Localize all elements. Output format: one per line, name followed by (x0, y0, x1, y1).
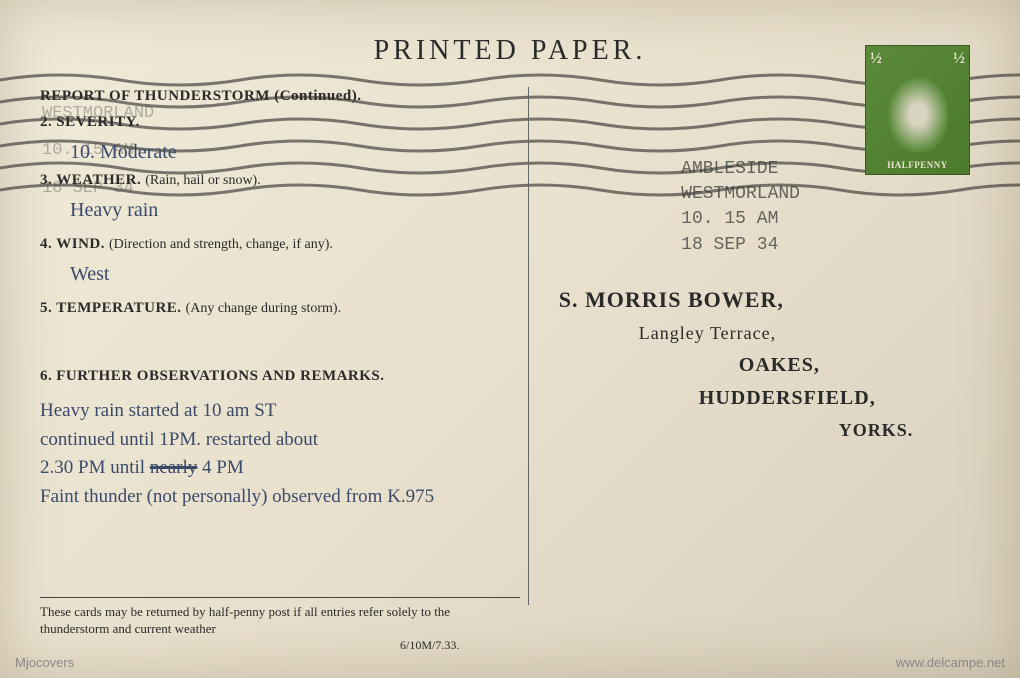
strikethrough-word: nearly (150, 457, 197, 478)
wind-field: 4. WIND. (Direction and strength, change… (40, 235, 508, 253)
field-num-5: 5. (40, 300, 52, 316)
watermark-left: Mjocovers (15, 655, 74, 670)
severity-value: 10. Moderate (70, 139, 508, 165)
field-num-4: 4. (40, 236, 52, 252)
address-block: S. MORRIS BOWER, Langley Terrace, OAKES,… (559, 287, 980, 441)
stamp-portrait-icon (888, 77, 948, 152)
postmark-line3: 10. 15 AM (681, 207, 800, 232)
address-street: Langley Terrace, (639, 323, 980, 344)
address-city: HUDDERSFIELD, (699, 387, 980, 410)
severity-label: SEVERITY. (56, 114, 140, 130)
address-name: S. MORRIS BOWER, (559, 287, 980, 313)
form-panel: REPORT OF THUNDERSTORM (Continued). 2. S… (40, 87, 529, 605)
wind-value: West (70, 261, 508, 287)
temperature-sublabel: (Any change during storm). (186, 301, 342, 316)
stamp-denomination: HALFPENNY (887, 160, 948, 170)
wind-label: WIND. (56, 236, 105, 252)
stamp-value-left: ½ (870, 50, 882, 68)
print-code: 6/10M/7.33. (400, 638, 459, 653)
remarks-field: 6. FURTHER OBSERVATIONS AND REMARKS. (40, 367, 508, 385)
weather-field: 3. WEATHER. (Rain, hail or snow). (40, 171, 508, 189)
field-num-6: 6. (40, 368, 52, 384)
report-title-label: REPORT OF THUNDERSTORM (Continued). (40, 88, 361, 104)
postmark-line1: AMBLESIDE (681, 157, 800, 182)
postmark: AMBLESIDE WESTMORLAND 10. 15 AM 18 SEP 3… (681, 157, 800, 258)
stamp-value-right: ½ (953, 50, 965, 68)
severity-field: 2. SEVERITY. (40, 113, 508, 131)
weather-label: WEATHER. (56, 172, 141, 188)
watermark-right: www.delcampe.net (896, 655, 1005, 670)
postmark-line4: 18 SEP 34 (681, 233, 800, 258)
weather-value: Heavy rain (70, 197, 508, 223)
postcard-container: WESTMORLAND 10. 15 AM 18 SEP 34 PRINTED … (0, 0, 1020, 678)
stamp-inner: ½ ½ HALFPENNY (866, 46, 969, 174)
postage-stamp: ½ ½ HALFPENNY (865, 45, 970, 175)
weather-sublabel: (Rain, hail or snow). (145, 173, 260, 188)
content-area: REPORT OF THUNDERSTORM (Continued). 2. S… (40, 87, 980, 605)
printed-paper-title: PRINTED PAPER. (40, 35, 980, 67)
field-num-3: 3. (40, 172, 52, 188)
section-title: REPORT OF THUNDERSTORM (Continued). (40, 87, 508, 105)
temperature-label: TEMPERATURE. (56, 300, 181, 316)
address-town: OAKES, (739, 354, 980, 377)
postmark-line2: WESTMORLAND (681, 182, 800, 207)
temperature-field: 5. TEMPERATURE. (Any change during storm… (40, 299, 508, 317)
wind-sublabel: (Direction and strength, change, if any)… (109, 237, 333, 252)
remarks-label: FURTHER OBSERVATIONS AND REMARKS. (56, 368, 384, 384)
address-county: YORKS. (839, 420, 980, 441)
footer-instructions: These cards may be returned by half-penn… (40, 597, 520, 638)
field-num-2: 2. (40, 114, 52, 130)
